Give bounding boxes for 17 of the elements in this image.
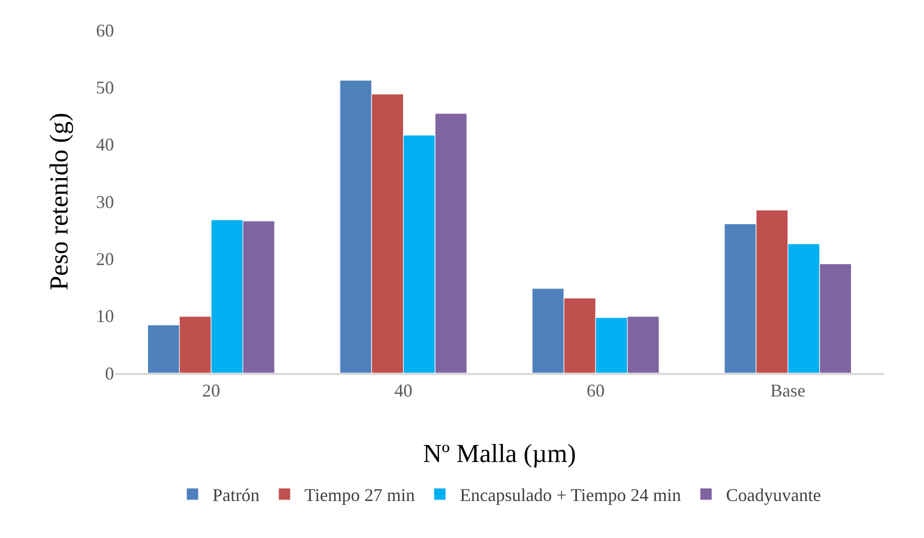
legend-label: Tiempo 27 min: [304, 485, 415, 506]
x-tick-label: 40: [394, 380, 412, 401]
y-tick-label: 60: [96, 20, 114, 40]
x-tick-label: 60: [586, 380, 605, 401]
y-tick-label: 20: [96, 248, 114, 269]
x-tick-label: Base: [770, 380, 806, 401]
legend-label: Coadyuvante: [726, 485, 821, 506]
y-axis-title: Peso retenido (g): [44, 112, 74, 290]
y-tick-label: 0: [105, 363, 114, 384]
y-tick-label: 10: [96, 306, 114, 326]
x-axis-title: Nº Malla (µm): [422, 439, 576, 468]
legend-label: Encapsulado + Tiempo 24 min: [460, 485, 682, 506]
x-tick-label: 20: [202, 380, 220, 401]
y-tick-label: 40: [96, 134, 114, 155]
y-tick-label: 30: [96, 192, 114, 212]
y-tick-label: 50: [96, 77, 114, 98]
legend-label: Patrón: [212, 485, 260, 506]
